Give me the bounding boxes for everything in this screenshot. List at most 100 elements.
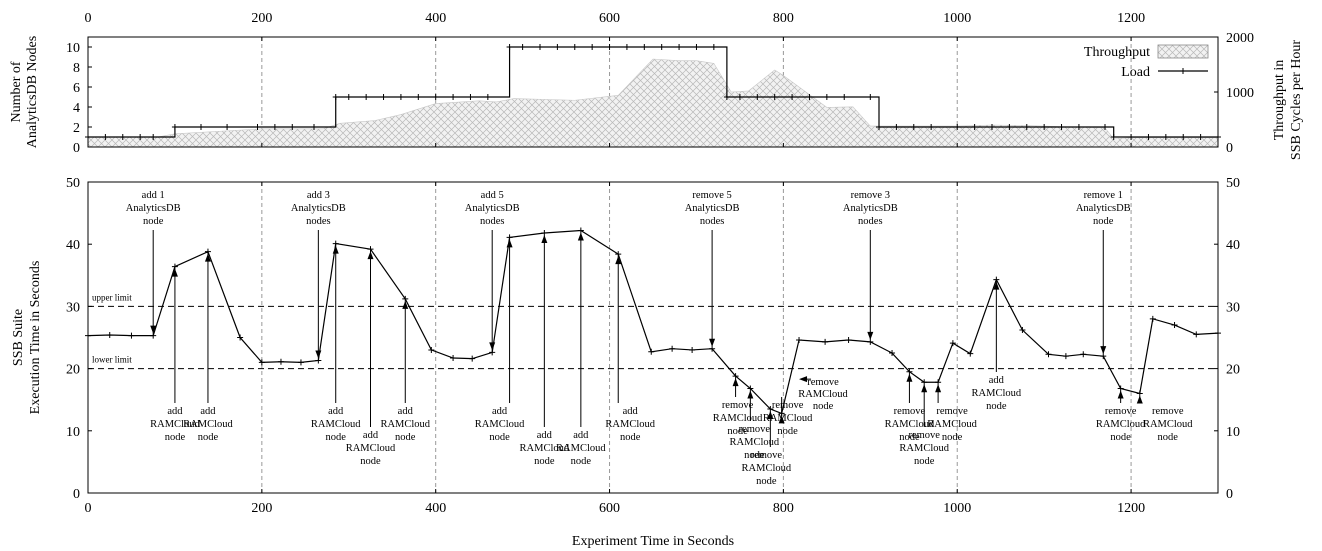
legend: Throughput Load xyxy=(1084,44,1209,80)
bottom-panel: upper limit lower limit add 1 AnalyticsDB n… xyxy=(11,176,1240,549)
execution-time-point xyxy=(1045,351,1052,358)
annotation-text: nodes xyxy=(480,216,505,227)
annotation-text: node xyxy=(1110,432,1131,443)
load-point xyxy=(198,124,204,130)
execution-time-point xyxy=(1193,331,1200,338)
execution-time-point xyxy=(402,295,409,302)
annotation-text: add 3 xyxy=(307,190,330,201)
annotation-text: RAMCloud xyxy=(475,419,525,430)
arrow-head xyxy=(577,232,584,241)
load-point xyxy=(397,94,404,100)
bottom-left-y-tick-label: 40 xyxy=(66,238,80,253)
arrow-head xyxy=(541,235,548,244)
execution-time-point xyxy=(1149,315,1156,322)
execution-time-point xyxy=(949,340,956,347)
execution-time-point xyxy=(867,338,874,345)
bottom-x-tick-label: 600 xyxy=(599,501,620,516)
annotation-text: AnalyticsDB xyxy=(843,203,898,214)
annotation-text: remove 5 xyxy=(692,190,731,201)
annotation-text: node xyxy=(165,432,186,443)
arrow-head xyxy=(709,338,716,347)
bottom-right-y-tick-label: 30 xyxy=(1226,300,1240,315)
load-point xyxy=(1197,134,1204,140)
top-left-ylabel-line1: Number of xyxy=(9,61,24,122)
execution-time-point xyxy=(237,334,244,341)
annotation-text: node xyxy=(813,401,834,412)
arrow-head xyxy=(489,342,496,351)
top-right-y-tick-label: 2000 xyxy=(1226,31,1254,46)
bottom-ylabel-line1: SSB Suite xyxy=(11,309,26,366)
load-point xyxy=(710,44,717,50)
load-point xyxy=(641,44,648,50)
load-point xyxy=(119,134,126,140)
bottom-x-tick-label: 200 xyxy=(251,501,272,516)
annotation-text: RAMCloud xyxy=(150,419,200,430)
annotation-text: add xyxy=(167,406,183,417)
annotation-text: remove xyxy=(772,400,804,411)
execution-time-point xyxy=(889,350,896,357)
load-point xyxy=(1180,134,1187,140)
execution-time-point xyxy=(796,336,803,343)
annotation: add RAMCloud node xyxy=(972,281,1022,412)
annotation-text: remove xyxy=(894,406,926,417)
load-point xyxy=(289,124,296,130)
annotation-text: node xyxy=(395,432,416,443)
execution-time-point xyxy=(669,345,676,352)
execution-time-point xyxy=(689,346,696,353)
arrow-head xyxy=(315,350,322,359)
load-point xyxy=(928,124,935,130)
load-point xyxy=(415,94,422,100)
load-point xyxy=(484,94,491,100)
execution-time-point xyxy=(128,332,135,339)
top-x-tick-label: 600 xyxy=(599,11,620,26)
load-point xyxy=(954,124,961,130)
annotation-text: node xyxy=(756,476,777,487)
annotation-text: remove xyxy=(1105,406,1137,417)
limit-lines: upper limit lower limit xyxy=(88,292,1218,370)
execution-time-point xyxy=(297,359,304,366)
annotation-text: add xyxy=(398,406,414,417)
execution-time-point xyxy=(315,357,322,364)
load-point xyxy=(658,44,665,50)
execution-time-line xyxy=(87,229,1219,415)
execution-time-point xyxy=(845,336,852,343)
load-point xyxy=(771,94,778,100)
annotation-text: add xyxy=(200,406,216,417)
arrow-head xyxy=(615,256,622,265)
arrow-head xyxy=(799,376,808,383)
annotation-text: node xyxy=(899,432,920,443)
annotation: add RAMCloud node xyxy=(150,268,200,443)
load-point xyxy=(693,44,700,50)
annotation: remove 1 AnalyticsDB node xyxy=(1076,190,1131,355)
bottom-right-y-tick-label: 20 xyxy=(1226,363,1240,378)
bottom-xlabel: Experiment Time in Seconds xyxy=(572,534,734,549)
annotation-text: node xyxy=(942,432,963,443)
load-point xyxy=(1023,124,1030,130)
execution-time-point xyxy=(150,332,157,339)
annotation-text: RAMCloud xyxy=(1143,419,1193,430)
load-point xyxy=(311,124,317,130)
annotation: add 5 AnalyticsDB nodes xyxy=(465,190,520,351)
load-series xyxy=(85,44,1221,140)
annotation-text: node xyxy=(534,456,555,467)
top-right-y-tick-label: 0 xyxy=(1226,141,1233,156)
annotation-text: node xyxy=(620,432,641,443)
arrow-head xyxy=(1100,346,1107,355)
load-point xyxy=(623,44,630,50)
load-point xyxy=(841,94,848,100)
load-point xyxy=(137,134,144,140)
annotation-text: add xyxy=(989,375,1005,386)
annotation-text: nodes xyxy=(306,216,331,227)
load-point xyxy=(363,94,370,100)
annotation: add RAMCloud node xyxy=(183,253,233,443)
bottom-x-tick-label: 1200 xyxy=(1117,501,1145,516)
annotation-text: RAMCloud xyxy=(605,419,655,430)
